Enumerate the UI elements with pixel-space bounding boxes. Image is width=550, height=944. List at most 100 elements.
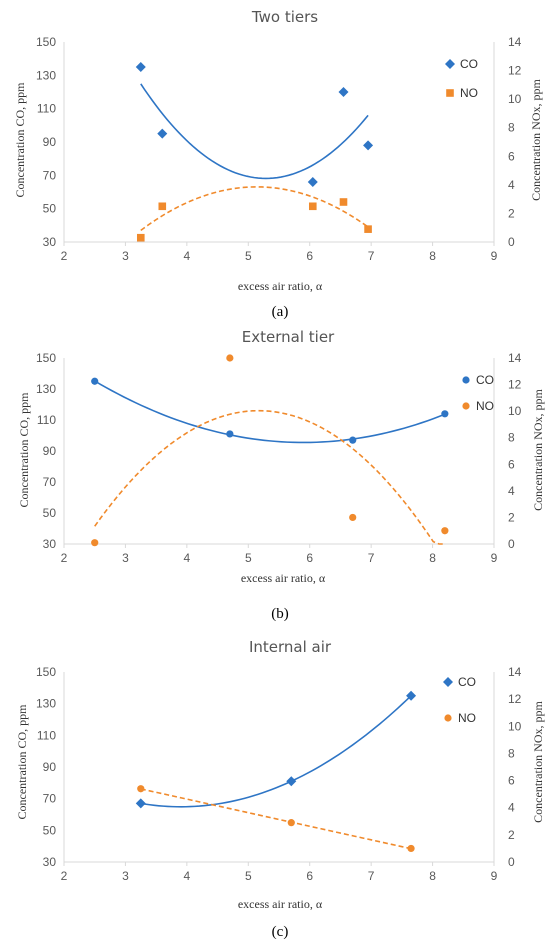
- y-tick-label: 130: [36, 697, 56, 711]
- data-point-co: [363, 140, 374, 151]
- y2-tick-label: 14: [508, 35, 522, 49]
- data-point-co: [307, 177, 318, 187]
- chart-trendlines: [140, 695, 412, 850]
- x-tick-label: 6: [306, 249, 313, 263]
- data-point-no: [407, 844, 415, 853]
- chart-axes: 2 3 4 5 6 7 8 9 30 50 70 90 110 130 150 0 2 4 6 8 10 12 14: [36, 351, 522, 565]
- panel-caption: (c): [272, 924, 289, 940]
- y2-tick-label: 10: [508, 404, 522, 418]
- y-tick-label: 150: [36, 351, 56, 365]
- chart-title: Internal air: [249, 638, 332, 656]
- y2-tick-label: 0: [508, 235, 515, 249]
- data-point-no: [364, 225, 372, 233]
- chart-title: Two tiers: [251, 8, 318, 26]
- y-tick-label: 110: [37, 728, 56, 742]
- y-tick-label: 70: [43, 168, 57, 182]
- legend-label-no: NO: [476, 399, 494, 413]
- y2-tick-label: 12: [508, 692, 522, 706]
- x-axis-label: excess air ratio, α: [241, 571, 326, 585]
- data-point-no: [287, 819, 295, 827]
- y2-tick-label: 8: [508, 431, 515, 445]
- y2-tick-label: 14: [508, 351, 522, 365]
- data-point-co: [157, 128, 168, 139]
- chart-points: [91, 354, 449, 547]
- panel-caption: (b): [271, 606, 289, 622]
- chart-points: [135, 690, 417, 853]
- chart-panel-two-tiers: Two tiers 2 3 4 5 6 7 8 9 30 50 70 90 110 130 150 0 2 4 6 8…: [0, 0, 550, 322]
- x-tick-label: 9: [491, 551, 498, 565]
- x-tick-label: 7: [368, 551, 375, 565]
- x-tick-label: 8: [429, 249, 436, 263]
- y2-tick-label: 0: [508, 855, 515, 869]
- y-axis-label: Concentration CO, ppm: [13, 82, 27, 198]
- y2-tick-label: 2: [508, 206, 515, 220]
- x-axis-label: excess air ratio, α: [238, 897, 323, 911]
- chart-svg: External tier 2 3 4 5 6 7 8 9 30 50 70 90 110 130 150 0…: [17, 328, 545, 622]
- data-point-co: [286, 776, 297, 787]
- data-point-co: [349, 436, 357, 444]
- legend-label-co: CO: [460, 57, 478, 71]
- y-tick-label: 130: [36, 68, 56, 82]
- y2-tick-label: 14: [508, 665, 522, 679]
- x-tick-label: 6: [306, 869, 313, 883]
- trendline-co: [94, 380, 446, 444]
- legend-marker-co: [462, 376, 470, 384]
- y2-tick-label: 4: [508, 178, 515, 192]
- chart-legend: CO NO: [462, 373, 494, 413]
- chart-axes: 2 3 4 5 6 7 8 9 30 50 70 90 110 130 150 0 2 4 6 8 10 12 14: [36, 665, 522, 883]
- trendline-no: [94, 409, 445, 545]
- data-point-co: [441, 410, 449, 418]
- y2-tick-label: 4: [508, 484, 515, 498]
- trendline-no: [140, 186, 369, 232]
- data-point-no: [137, 785, 145, 793]
- data-point-no: [339, 198, 348, 206]
- y2-tick-label: 10: [508, 92, 522, 106]
- legend-label-co: CO: [458, 675, 476, 689]
- trendline-no: [140, 788, 412, 850]
- chart-points: [135, 62, 374, 242]
- x-tick-label: 8: [429, 869, 436, 883]
- legend-marker-co: [443, 677, 453, 687]
- y2-axis-label: Concentration NOx, ppm: [531, 389, 545, 511]
- legend-label-no: NO: [458, 711, 476, 725]
- y-tick-label: 150: [36, 35, 56, 49]
- chart-svg: Internal air 2 3 4 5 6 7 8 93050709011013015002…: [15, 638, 545, 940]
- y-tick-label: 50: [43, 506, 57, 520]
- y-tick-label: 30: [43, 855, 57, 869]
- y-tick-label: 70: [43, 475, 57, 489]
- chart-svg: Two tiers 2 3 4 5 6 7 8 9 30 50 70 90 110 130 150 0 2 4 6 8…: [13, 8, 543, 320]
- chart-trendlines: [94, 380, 446, 545]
- x-tick-label: 6: [306, 551, 313, 565]
- y-tick-label: 30: [43, 537, 57, 551]
- y2-axis-label: Concentration NOx, ppm: [529, 79, 543, 201]
- x-tick-label: 5: [245, 249, 252, 263]
- chart-panel-external-tier: External tier 2 3 4 5 6 7 8 9 30 50 70 90 110 130 150 0…: [0, 322, 550, 630]
- y-axis-label: Concentration CO, ppm: [17, 392, 31, 508]
- legend-marker-no: [444, 714, 452, 722]
- x-tick-label: 2: [61, 869, 68, 883]
- trendline-co: [140, 695, 412, 808]
- legend-marker-no: [462, 402, 470, 410]
- chart-legend: CO NO: [445, 57, 478, 100]
- trendline-co: [140, 83, 369, 180]
- y2-tick-label: 8: [508, 121, 515, 135]
- x-tick-label: 2: [61, 551, 68, 565]
- legend-label-co: CO: [476, 373, 494, 387]
- y2-axis-label: Concentration NOx, ppm: [531, 701, 545, 823]
- data-point-no: [441, 527, 449, 535]
- data-point-no: [226, 354, 234, 362]
- chart-legend: CO NO: [443, 675, 476, 725]
- data-point-co: [226, 430, 234, 438]
- x-tick-label: 8: [429, 551, 436, 565]
- y-tick-label: 30: [43, 235, 57, 249]
- data-point-no: [158, 202, 167, 211]
- x-tick-label: 3: [122, 551, 129, 565]
- chart-title: External tier: [242, 328, 335, 346]
- data-point-co: [406, 690, 417, 701]
- legend-marker-no: [446, 89, 454, 97]
- x-tick-label: 4: [184, 869, 191, 883]
- x-tick-label: 5: [245, 869, 252, 883]
- data-point-co: [135, 798, 146, 809]
- data-point-co: [135, 62, 146, 72]
- data-point-no: [136, 233, 145, 242]
